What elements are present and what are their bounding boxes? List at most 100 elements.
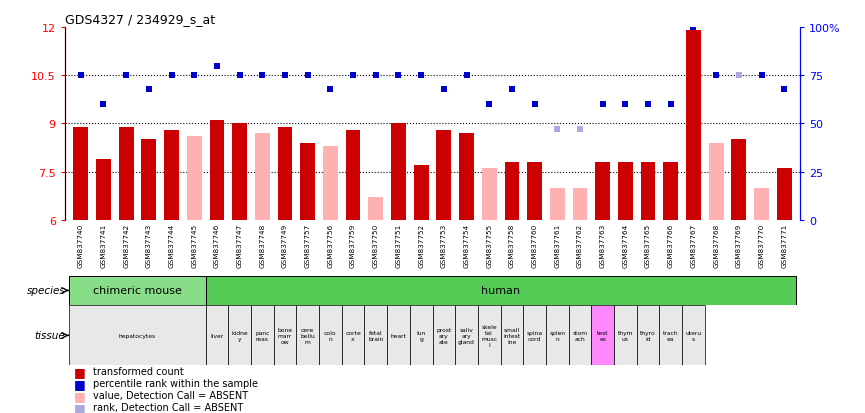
Text: fetal
brain: fetal brain: [368, 330, 383, 341]
Bar: [437, 131, 452, 220]
Text: GSM837750: GSM837750: [373, 223, 379, 267]
Text: GSM837756: GSM837756: [327, 223, 333, 267]
Text: splen
n: splen n: [549, 330, 566, 341]
Text: GDS4327 / 234929_s_at: GDS4327 / 234929_s_at: [65, 12, 215, 26]
Text: GSM837767: GSM837767: [690, 223, 696, 267]
Bar: [663, 163, 678, 220]
Bar: [413, 166, 428, 220]
Bar: [388, 306, 410, 366]
Text: GSM837747: GSM837747: [237, 223, 242, 267]
Bar: [187, 137, 202, 220]
Text: ■: ■: [74, 401, 86, 413]
Bar: [504, 163, 519, 220]
Text: percentile rank within the sample: percentile rank within the sample: [93, 378, 258, 388]
Bar: [568, 306, 592, 366]
Text: species: species: [27, 286, 66, 296]
Text: uteru
s: uteru s: [685, 330, 702, 341]
Text: GSM837771: GSM837771: [781, 223, 787, 267]
Text: GSM837766: GSM837766: [668, 223, 674, 267]
Bar: [209, 121, 224, 220]
Text: stom
ach: stom ach: [573, 330, 587, 341]
Bar: [96, 159, 111, 220]
Text: trach
ea: trach ea: [663, 330, 678, 341]
Text: GSM837753: GSM837753: [441, 223, 447, 267]
Bar: [364, 306, 388, 366]
Bar: [708, 143, 723, 220]
Text: GSM837758: GSM837758: [509, 223, 515, 267]
Text: GSM837746: GSM837746: [214, 223, 220, 267]
Text: thyro
id: thyro id: [640, 330, 656, 341]
Bar: [641, 163, 656, 220]
Text: GSM837762: GSM837762: [577, 223, 583, 267]
Bar: [637, 306, 659, 366]
Text: liver: liver: [210, 333, 223, 338]
Bar: [319, 306, 342, 366]
Text: GSM837757: GSM837757: [304, 223, 311, 267]
Text: heart: heart: [390, 333, 407, 338]
Text: colo
n: colo n: [324, 330, 336, 341]
Bar: [659, 306, 682, 366]
Bar: [74, 127, 88, 220]
Bar: [682, 306, 705, 366]
Bar: [501, 306, 523, 366]
Bar: [300, 143, 315, 220]
Bar: [477, 306, 501, 366]
Text: test
es: test es: [597, 330, 608, 341]
Text: ■: ■: [74, 365, 86, 378]
Bar: [410, 306, 432, 366]
Text: tissue: tissue: [35, 330, 66, 341]
Text: GSM837763: GSM837763: [599, 223, 605, 267]
Text: ■: ■: [74, 389, 86, 402]
Bar: [206, 276, 796, 306]
Bar: [592, 306, 614, 366]
Bar: [368, 198, 383, 220]
Text: GSM837749: GSM837749: [282, 223, 288, 267]
Text: GSM837751: GSM837751: [395, 223, 401, 267]
Bar: [323, 147, 337, 220]
Bar: [206, 306, 228, 366]
Bar: [614, 306, 637, 366]
Text: GSM837755: GSM837755: [486, 223, 492, 267]
Text: GSM837742: GSM837742: [123, 223, 129, 267]
Bar: [391, 124, 406, 220]
Bar: [297, 306, 319, 366]
Bar: [69, 276, 206, 306]
Bar: [754, 188, 769, 220]
Text: GSM837754: GSM837754: [464, 223, 470, 267]
Bar: [528, 163, 542, 220]
Text: bone
marr
ow: bone marr ow: [278, 327, 292, 344]
Text: GSM837741: GSM837741: [100, 223, 106, 267]
Bar: [342, 306, 364, 366]
Bar: [732, 140, 746, 220]
Text: GSM837744: GSM837744: [169, 223, 175, 267]
Text: GSM837748: GSM837748: [260, 223, 266, 267]
Text: kidne
y: kidne y: [231, 330, 248, 341]
Text: corte
x: corte x: [345, 330, 361, 341]
Text: GSM837740: GSM837740: [78, 223, 84, 267]
Text: GSM837759: GSM837759: [350, 223, 356, 267]
Bar: [255, 134, 270, 220]
Text: GSM837764: GSM837764: [623, 223, 628, 267]
Bar: [595, 163, 610, 220]
Bar: [523, 306, 546, 366]
Text: prost
ary
ate: prost ary ate: [436, 327, 452, 344]
Bar: [278, 127, 292, 220]
Text: GSM837743: GSM837743: [146, 223, 152, 267]
Bar: [346, 131, 361, 220]
Text: lun
g: lun g: [417, 330, 426, 341]
Text: thym
us: thym us: [618, 330, 633, 341]
Bar: [228, 306, 251, 366]
Bar: [142, 140, 157, 220]
Text: GSM837760: GSM837760: [532, 223, 538, 267]
Bar: [432, 306, 455, 366]
Text: GSM837765: GSM837765: [645, 223, 651, 267]
Bar: [119, 127, 133, 220]
Bar: [482, 169, 497, 220]
Bar: [618, 163, 633, 220]
Text: GSM837745: GSM837745: [191, 223, 197, 267]
Text: GSM837769: GSM837769: [736, 223, 742, 267]
Text: skele
tal
musc
l: skele tal musc l: [481, 324, 497, 347]
Text: hepatocytes: hepatocytes: [119, 333, 156, 338]
Bar: [573, 188, 587, 220]
Bar: [251, 306, 273, 366]
